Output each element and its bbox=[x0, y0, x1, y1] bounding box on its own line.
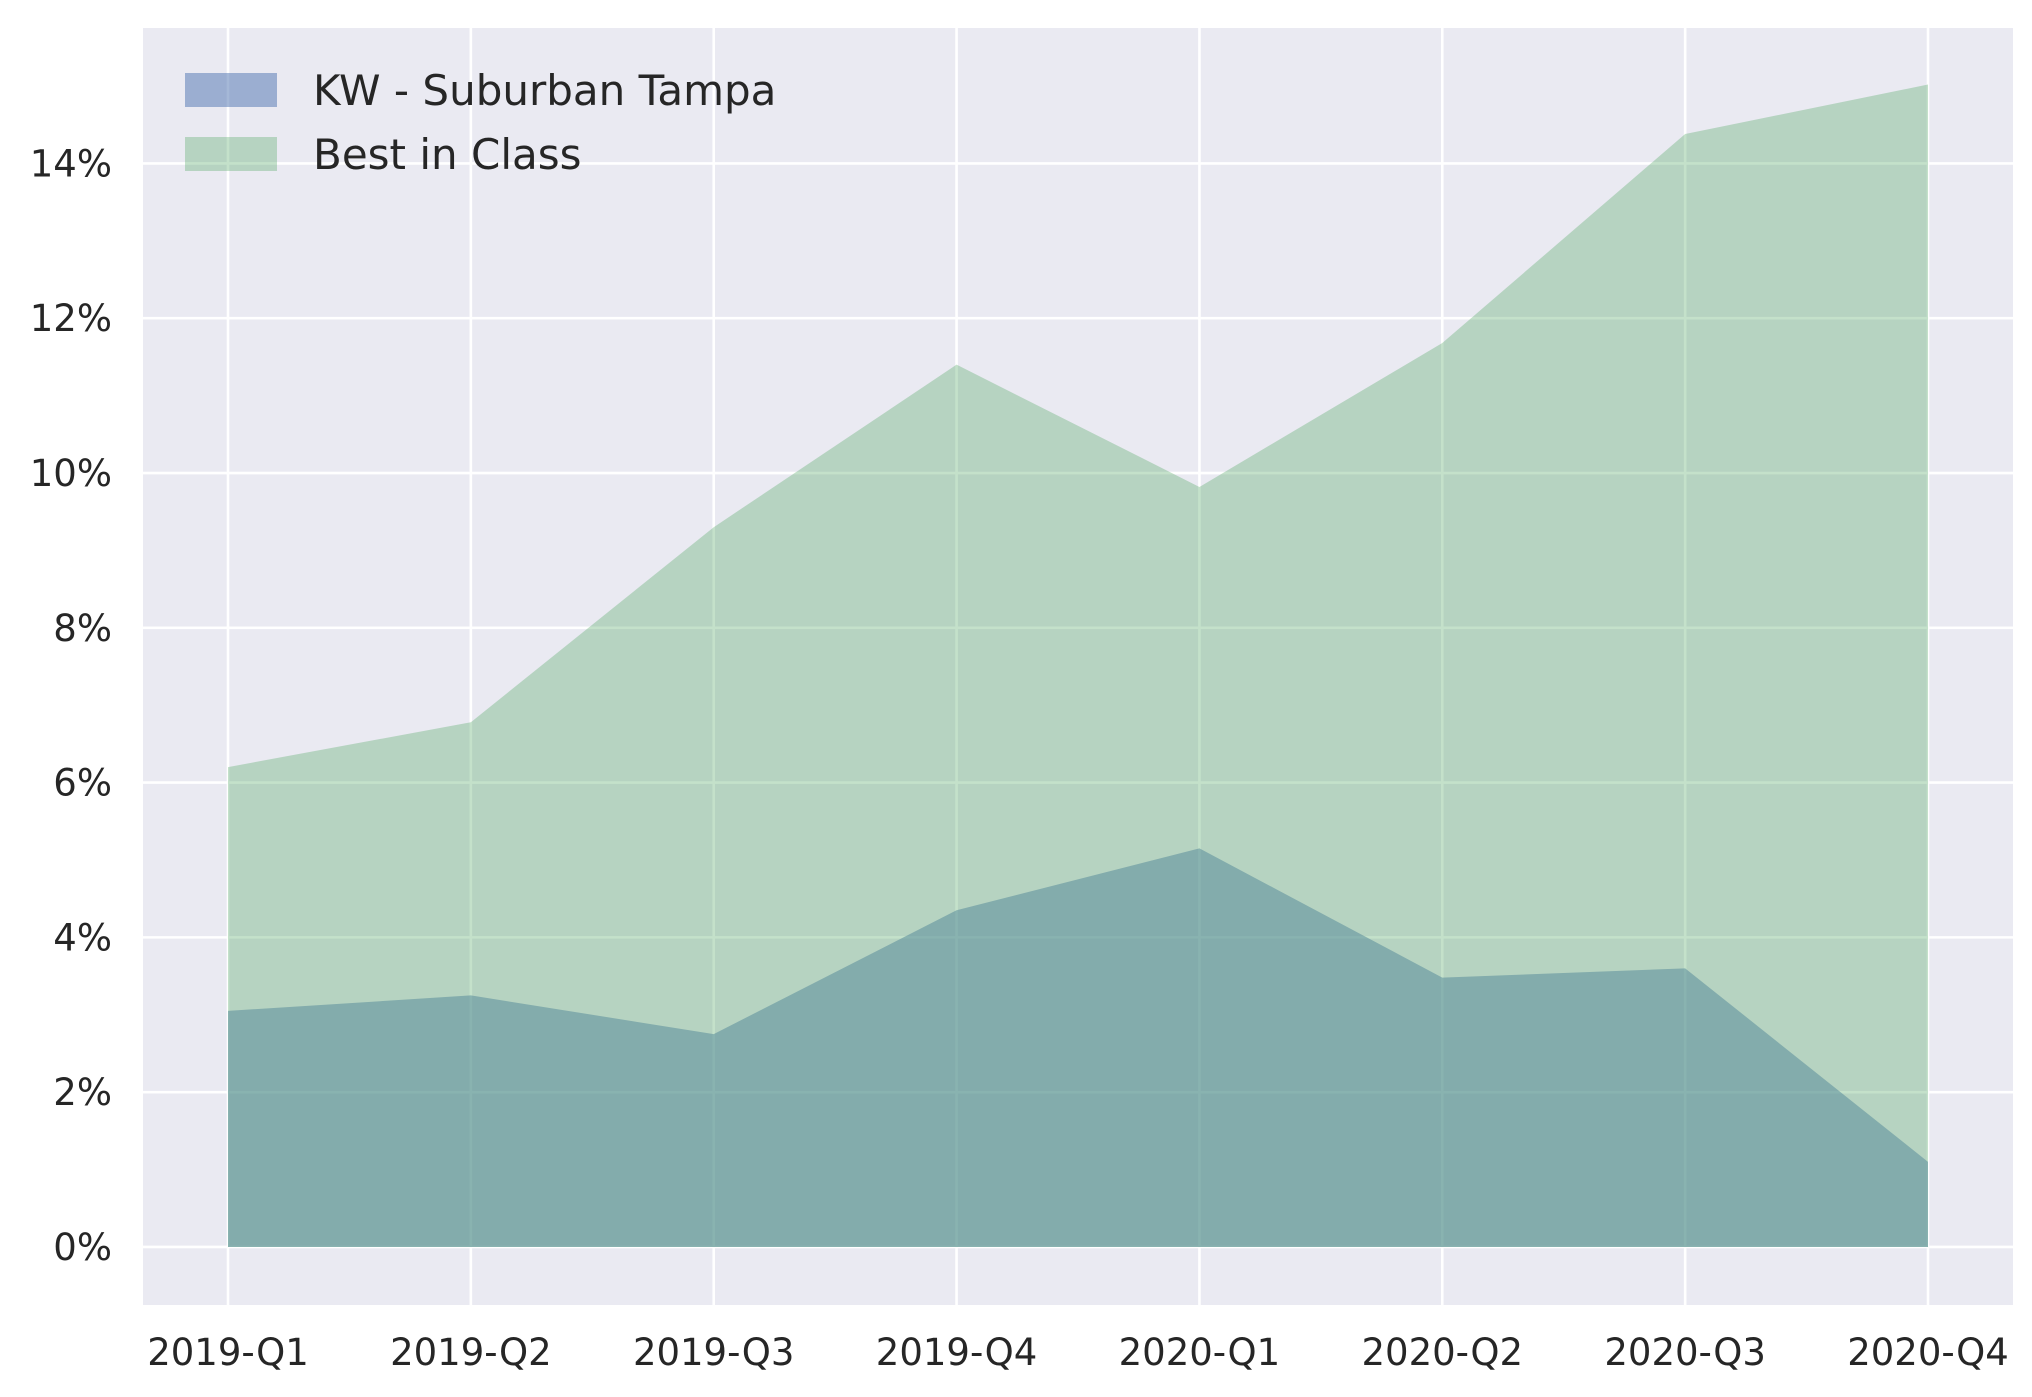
legend: KW - Suburban Tampa Best in Class bbox=[185, 66, 776, 179]
y-tick-label: 0% bbox=[53, 1226, 112, 1269]
y-tick-label: 4% bbox=[53, 916, 112, 959]
legend-label: Best in Class bbox=[313, 130, 582, 179]
y-axis-tick-labels: 0% 2% 4% 6% 8% 10% 12% 14% bbox=[30, 142, 112, 1269]
legend-swatch bbox=[185, 73, 277, 107]
x-tick-label: 2019-Q2 bbox=[390, 1331, 552, 1374]
x-tick-label: 2019-Q3 bbox=[633, 1331, 795, 1374]
legend-label: KW - Suburban Tampa bbox=[313, 66, 776, 115]
y-tick-label: 8% bbox=[53, 607, 112, 650]
y-tick-label: 12% bbox=[30, 297, 112, 340]
x-tick-label: 2020-Q4 bbox=[1847, 1331, 2009, 1374]
x-tick-label: 2020-Q1 bbox=[1119, 1331, 1281, 1374]
x-tick-label: 2020-Q3 bbox=[1604, 1331, 1766, 1374]
x-axis-tick-labels: 2019-Q1 2019-Q2 2019-Q3 2019-Q4 2020-Q1 2020-… bbox=[147, 1331, 2009, 1374]
x-tick-label: 2019-Q1 bbox=[147, 1331, 309, 1374]
x-tick-label: 2020-Q2 bbox=[1362, 1331, 1524, 1374]
area-series-kw-suburban-tampa bbox=[228, 848, 1928, 1247]
legend-swatch bbox=[185, 137, 277, 171]
x-tick-label: 2019-Q4 bbox=[876, 1331, 1038, 1374]
legend-item: Best in Class bbox=[185, 130, 582, 179]
y-tick-label: 2% bbox=[53, 1071, 112, 1114]
legend-item: KW - Suburban Tampa bbox=[185, 66, 776, 115]
area-series-best-in-class bbox=[228, 84, 1928, 1247]
area-series bbox=[228, 84, 1928, 1247]
y-tick-label: 6% bbox=[53, 762, 112, 805]
y-tick-label: 10% bbox=[30, 452, 112, 495]
y-tick-label: 14% bbox=[30, 142, 112, 185]
